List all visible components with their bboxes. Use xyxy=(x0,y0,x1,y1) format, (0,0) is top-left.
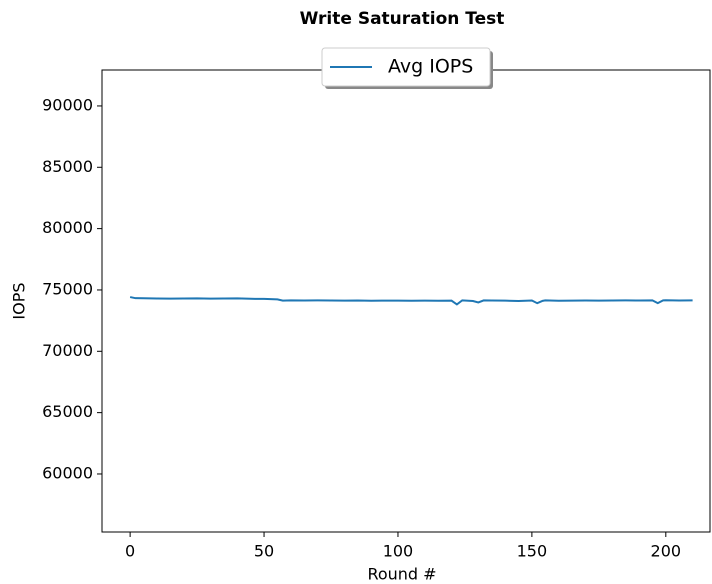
chart-title: Write Saturation Test xyxy=(300,9,505,29)
data-line xyxy=(129,296,693,306)
y-tick-label: 70000 xyxy=(42,341,93,360)
y-tick-label: 65000 xyxy=(42,402,93,421)
x-tick-label: 200 xyxy=(651,542,682,561)
x-tick-label: 0 xyxy=(125,542,135,561)
y-axis-label: IOPS xyxy=(10,282,29,319)
plot-area xyxy=(129,296,693,306)
x-tick-label: 100 xyxy=(383,542,414,561)
legend-box xyxy=(321,47,491,87)
x-tick-label: 50 xyxy=(254,542,274,561)
y-tick-label: 90000 xyxy=(42,95,93,114)
y-tick-label: 60000 xyxy=(42,463,93,482)
legend: Avg IOPS xyxy=(321,47,493,89)
legend-label: Avg IOPS xyxy=(388,56,473,78)
x-tick-label: 150 xyxy=(517,542,548,561)
x-axis-label: Round # xyxy=(367,565,436,584)
ticks: 0 50 100 150 200 60000 65000 70000 75000 80000 850… xyxy=(42,95,681,560)
y-tick-label: 85000 xyxy=(42,157,93,176)
y-tick-label: 80000 xyxy=(42,218,93,237)
y-tick-label: 75000 xyxy=(42,279,93,298)
